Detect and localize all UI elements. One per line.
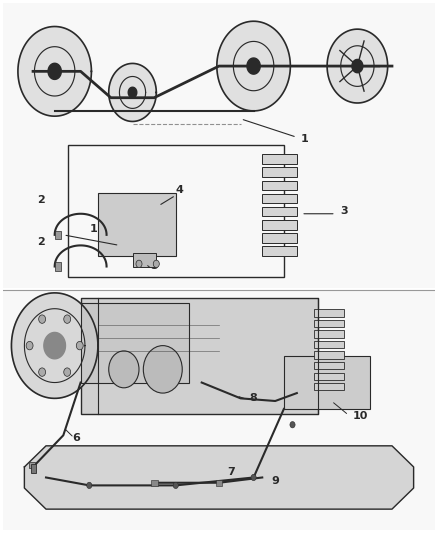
Bar bbox=[215, 480, 223, 486]
Bar bbox=[133, 253, 156, 266]
Bar bbox=[262, 220, 297, 230]
Circle shape bbox=[136, 260, 142, 268]
Polygon shape bbox=[217, 21, 290, 111]
Circle shape bbox=[173, 482, 178, 489]
Bar bbox=[262, 193, 297, 203]
Circle shape bbox=[87, 482, 92, 489]
Bar bbox=[262, 246, 297, 256]
Circle shape bbox=[290, 422, 295, 428]
Polygon shape bbox=[48, 63, 61, 79]
Text: 2: 2 bbox=[37, 237, 45, 247]
Polygon shape bbox=[109, 63, 156, 122]
Bar bbox=[314, 362, 344, 369]
Bar bbox=[67, 145, 284, 277]
Text: 4: 4 bbox=[176, 184, 184, 195]
Bar bbox=[314, 320, 344, 327]
Circle shape bbox=[39, 315, 46, 324]
Circle shape bbox=[143, 345, 182, 393]
Bar bbox=[314, 351, 344, 359]
Circle shape bbox=[153, 260, 159, 268]
Circle shape bbox=[64, 315, 71, 324]
Text: 1: 1 bbox=[301, 134, 309, 144]
Polygon shape bbox=[44, 333, 66, 359]
Bar bbox=[314, 373, 344, 380]
Text: 6: 6 bbox=[72, 433, 80, 442]
Bar bbox=[314, 383, 344, 391]
Text: 3: 3 bbox=[340, 206, 348, 216]
Polygon shape bbox=[11, 293, 98, 398]
Bar bbox=[81, 298, 318, 414]
Bar bbox=[262, 154, 297, 164]
Circle shape bbox=[109, 351, 139, 388]
Bar bbox=[262, 181, 297, 190]
Circle shape bbox=[76, 342, 83, 350]
Circle shape bbox=[251, 474, 256, 481]
Polygon shape bbox=[247, 58, 260, 74]
Text: 5: 5 bbox=[150, 261, 157, 271]
Circle shape bbox=[39, 368, 46, 376]
Bar bbox=[262, 233, 297, 243]
Text: 10: 10 bbox=[353, 411, 368, 422]
Polygon shape bbox=[25, 446, 413, 509]
Bar bbox=[29, 462, 35, 468]
Polygon shape bbox=[128, 87, 137, 98]
Text: 2: 2 bbox=[37, 195, 45, 205]
Bar bbox=[55, 231, 61, 239]
Polygon shape bbox=[327, 29, 388, 103]
Bar bbox=[314, 341, 344, 348]
Text: 7: 7 bbox=[228, 467, 235, 477]
Polygon shape bbox=[18, 27, 92, 116]
Bar bbox=[284, 356, 371, 409]
Bar bbox=[262, 167, 297, 177]
Text: 8: 8 bbox=[249, 393, 257, 403]
Bar bbox=[98, 192, 176, 256]
Bar bbox=[81, 303, 189, 383]
Bar bbox=[314, 330, 344, 338]
Bar bbox=[314, 309, 344, 317]
Bar bbox=[262, 207, 297, 216]
Bar bbox=[31, 464, 36, 473]
Circle shape bbox=[64, 368, 71, 376]
Text: 9: 9 bbox=[271, 477, 279, 486]
Bar bbox=[3, 3, 435, 288]
Bar bbox=[151, 480, 158, 486]
Bar bbox=[3, 290, 435, 530]
Circle shape bbox=[26, 342, 33, 350]
Polygon shape bbox=[352, 59, 363, 72]
Bar bbox=[55, 262, 61, 271]
Text: 1: 1 bbox=[89, 224, 97, 234]
